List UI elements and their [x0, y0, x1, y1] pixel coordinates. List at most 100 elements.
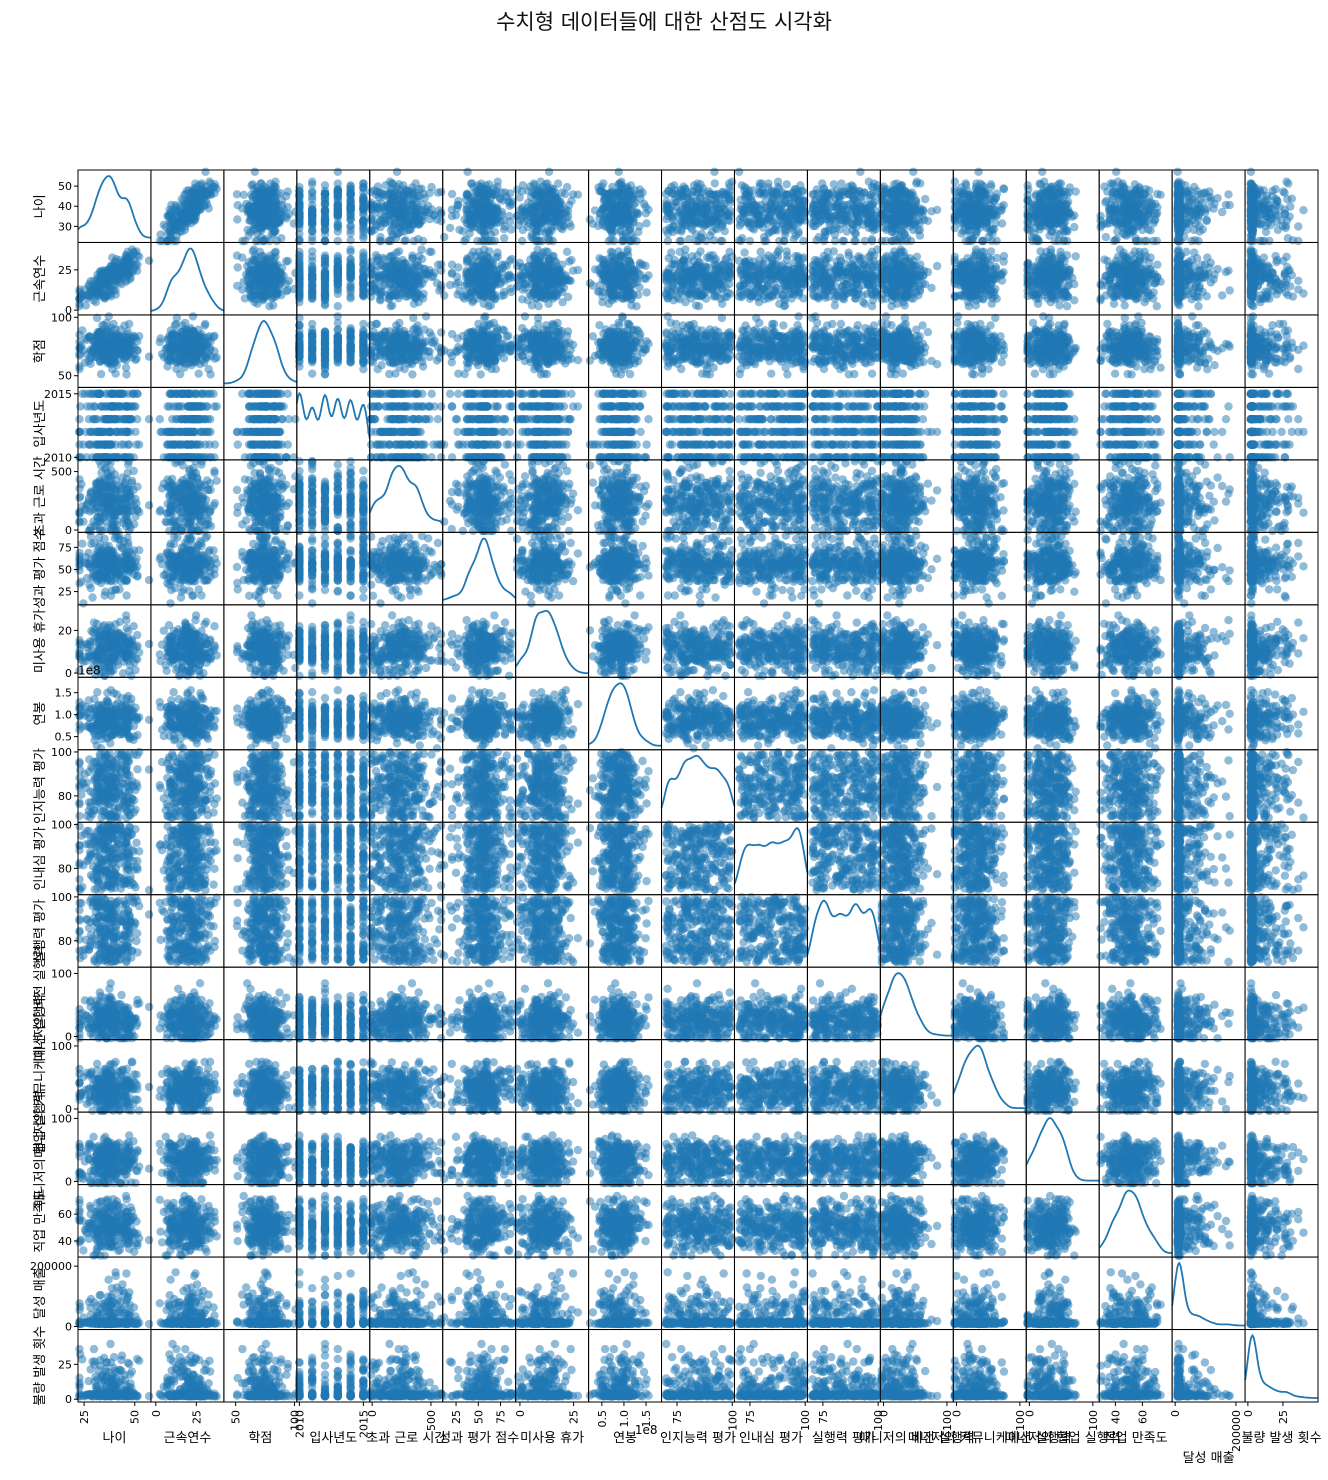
- scatter-point: [622, 197, 630, 205]
- scatter-point: [485, 180, 493, 188]
- scatter-point: [367, 227, 375, 235]
- scatter-point: [260, 182, 268, 190]
- scatter-point: [499, 196, 507, 204]
- scatter-point: [251, 168, 259, 176]
- scatter-point: [359, 234, 367, 242]
- scatter-point: [481, 205, 489, 213]
- scatter-point: [545, 168, 553, 176]
- cell-0-3: [295, 168, 370, 246]
- scatter-point: [567, 222, 575, 230]
- scatter-point: [453, 201, 461, 209]
- scatter-point: [440, 233, 448, 241]
- scatter-point: [359, 197, 367, 205]
- scatter-point: [346, 229, 354, 237]
- scatter-point: [642, 219, 650, 227]
- scatter-point: [618, 237, 626, 245]
- scatter-point: [529, 216, 537, 224]
- scatter-point: [260, 213, 268, 221]
- scatter-point: [346, 190, 354, 198]
- scatter-point: [518, 237, 526, 245]
- scatter-point: [624, 213, 632, 221]
- scatter-point: [526, 182, 534, 190]
- scatter-point: [271, 227, 279, 235]
- scatter-point: [586, 215, 594, 223]
- scatter-point: [448, 190, 456, 198]
- scatter-point: [202, 182, 210, 190]
- scatter-point: [346, 206, 354, 214]
- scatter-point: [380, 191, 388, 199]
- scatter-point: [308, 187, 316, 195]
- scatter-point: [240, 191, 248, 199]
- scatter-point: [308, 195, 316, 203]
- scatter-point: [269, 201, 277, 209]
- scatter-point: [400, 237, 408, 245]
- scatter-point: [308, 219, 316, 227]
- scatter-point: [476, 226, 484, 234]
- scatter-point: [463, 168, 471, 176]
- scatter-point: [508, 200, 516, 208]
- scatter-point: [278, 196, 286, 204]
- scatter-point: [644, 206, 652, 214]
- scatter-point: [550, 197, 558, 205]
- scatter-point: [321, 223, 329, 231]
- scatter-point: [463, 191, 471, 199]
- scatter-point: [482, 192, 490, 200]
- scatter-point: [321, 206, 329, 214]
- scatter-point: [374, 182, 382, 190]
- cells-group: [75, 168, 1318, 1402]
- scatter-point: [494, 208, 502, 216]
- scatter-point: [409, 221, 417, 229]
- scatter-point: [308, 227, 316, 235]
- scatter-point: [397, 224, 405, 232]
- scatter-point: [359, 205, 367, 213]
- scatter-point: [437, 188, 445, 196]
- scatter-point: [334, 168, 342, 176]
- scatter-point: [387, 226, 395, 234]
- scatter-point: [250, 191, 258, 199]
- scatter-point: [243, 206, 251, 214]
- scatter-point: [486, 221, 494, 229]
- cell-0-2: [224, 168, 300, 246]
- scatter-point: [490, 191, 498, 199]
- scatter-point: [185, 186, 193, 194]
- scatter-point: [266, 219, 274, 227]
- scatter-point: [617, 221, 625, 229]
- scatter-point: [622, 229, 630, 237]
- cell-frame: [297, 170, 370, 242]
- cell-0-8: [662, 168, 737, 246]
- scatter-point: [532, 237, 540, 245]
- scatter-point: [460, 237, 468, 245]
- scatter-point: [543, 183, 551, 191]
- scatter-point: [167, 201, 175, 209]
- scatter-point: [321, 237, 329, 245]
- scatter-point: [410, 237, 418, 245]
- scatter-point: [725, 179, 733, 187]
- scatter-point: [346, 182, 354, 190]
- cell-0-7: [586, 168, 662, 246]
- scatter-point: [537, 219, 545, 227]
- scatter-point: [480, 237, 488, 245]
- scatter-point: [194, 196, 202, 204]
- scatter-point: [408, 183, 416, 191]
- scatter-point: [211, 180, 219, 188]
- scatter-point: [446, 224, 454, 232]
- cell-0-6: [513, 168, 589, 246]
- cell-0-1: [151, 168, 224, 246]
- scatter-point: [498, 188, 506, 196]
- scatter-point: [376, 233, 384, 241]
- scatter-point: [334, 237, 342, 245]
- scatter-point: [516, 193, 524, 201]
- scatter-point: [608, 223, 616, 231]
- scatter-point: [536, 227, 544, 235]
- scatter-point: [179, 197, 187, 205]
- scatter-point: [425, 189, 433, 197]
- scatter-point: [636, 190, 644, 198]
- scatter-point: [394, 190, 402, 198]
- scatter-point: [557, 205, 565, 213]
- scatter-point: [615, 168, 623, 176]
- scatter-point: [376, 223, 384, 231]
- scatter-point: [259, 223, 267, 231]
- scatter-point: [425, 209, 433, 217]
- scatter-point: [233, 215, 241, 223]
